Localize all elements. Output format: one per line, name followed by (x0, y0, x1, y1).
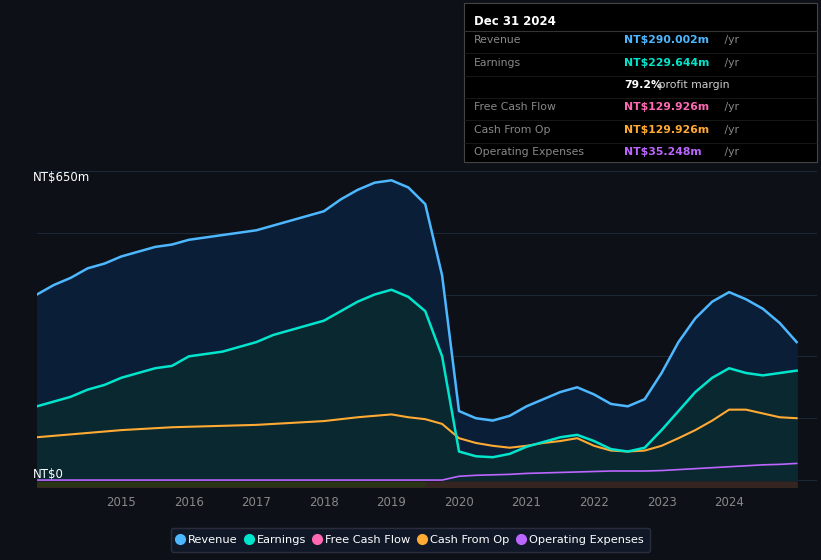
Text: /yr: /yr (721, 35, 739, 45)
Text: NT$129.926m: NT$129.926m (624, 125, 709, 135)
Text: NT$129.926m: NT$129.926m (624, 102, 709, 113)
Text: NT$290.002m: NT$290.002m (624, 35, 709, 45)
Text: /yr: /yr (721, 102, 739, 113)
Text: Operating Expenses: Operating Expenses (474, 147, 584, 157)
Text: Free Cash Flow: Free Cash Flow (474, 102, 556, 113)
Text: 79.2%: 79.2% (624, 80, 662, 90)
Text: NT$229.644m: NT$229.644m (624, 58, 709, 68)
Text: /yr: /yr (721, 58, 739, 68)
Text: Cash From Op: Cash From Op (474, 125, 550, 135)
Text: /yr: /yr (721, 125, 739, 135)
Text: profit margin: profit margin (655, 80, 730, 90)
Text: Earnings: Earnings (474, 58, 521, 68)
Text: Dec 31 2024: Dec 31 2024 (474, 15, 556, 28)
Text: /yr: /yr (721, 147, 739, 157)
Text: Revenue: Revenue (474, 35, 521, 45)
Text: NT$0: NT$0 (33, 468, 64, 481)
Text: NT$650m: NT$650m (33, 171, 90, 184)
Legend: Revenue, Earnings, Free Cash Flow, Cash From Op, Operating Expenses: Revenue, Earnings, Free Cash Flow, Cash … (172, 528, 649, 552)
Text: NT$35.248m: NT$35.248m (624, 147, 702, 157)
